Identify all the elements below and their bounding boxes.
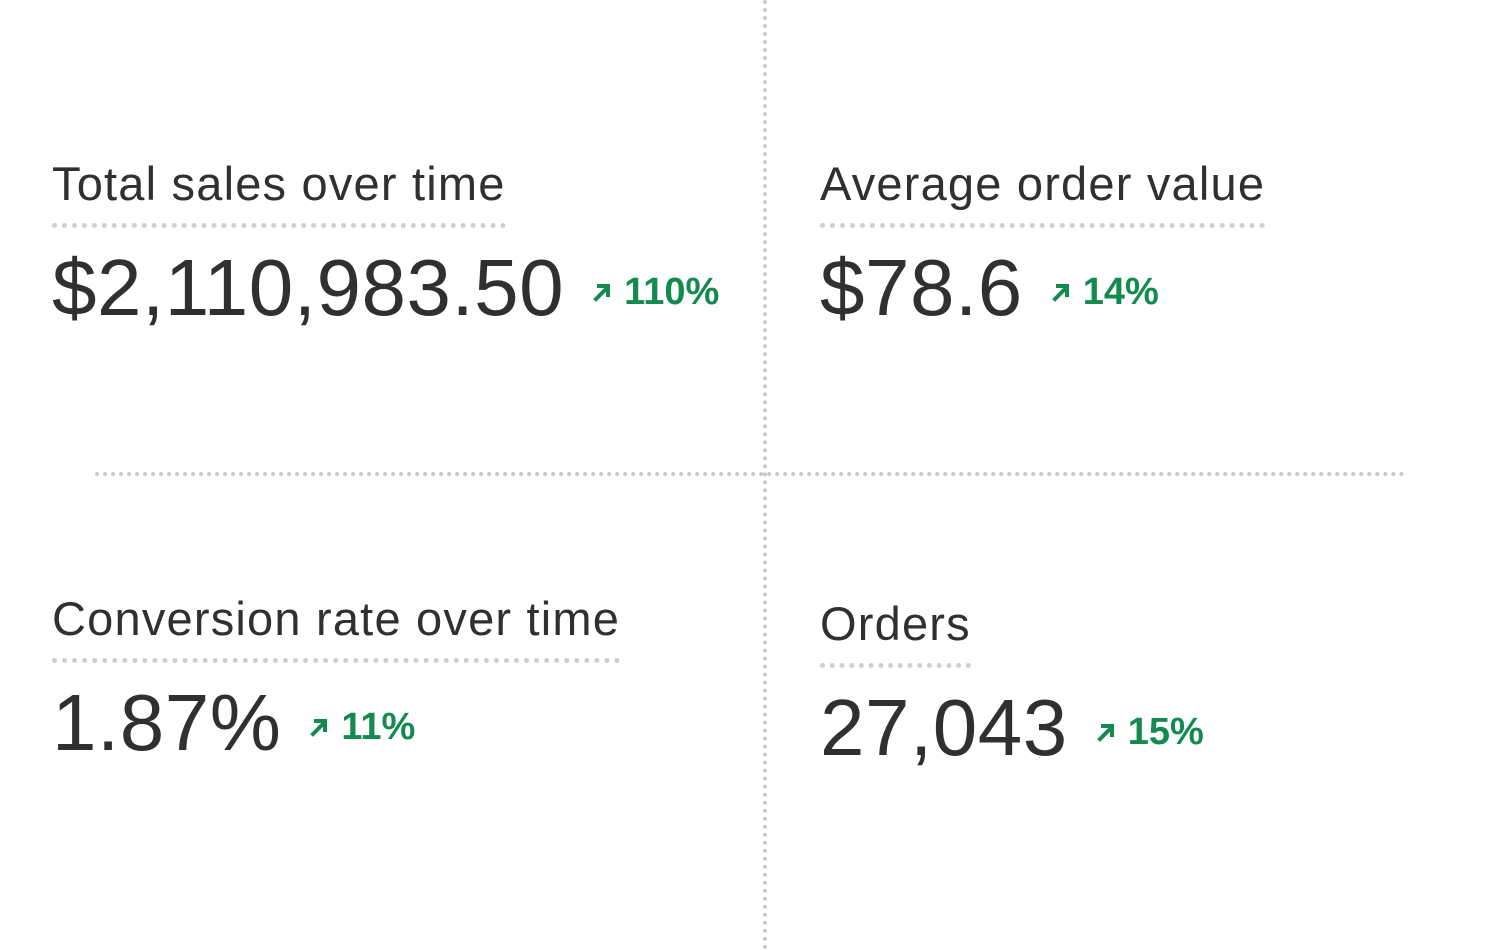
metric-card[interactable]: Total sales over time $2,110,983.50 110% <box>52 155 719 336</box>
metric-row: 1.87% 11% <box>52 675 620 771</box>
metric-value: $78.6 <box>820 243 1023 332</box>
metric-title: Total sales over time <box>52 155 506 228</box>
metric-change: 11% <box>309 706 415 749</box>
metric-value: 1.87% <box>52 678 282 767</box>
metric-card[interactable]: Orders 27,043 15% <box>820 595 1204 776</box>
arrow-up-icon <box>310 719 328 737</box>
metric-value: 27,043 <box>820 683 1068 772</box>
metric-card[interactable]: Conversion rate over time 1.87% 11% <box>52 590 621 771</box>
metric-row: $78.6 14% <box>820 240 1265 336</box>
metric-title: Orders <box>820 595 971 668</box>
metric-change: 110% <box>592 271 719 314</box>
arrow-up-icon <box>1051 284 1069 302</box>
metric-title: Conversion rate over time <box>52 590 621 663</box>
metric-change: 15% <box>1096 711 1204 754</box>
metric-card[interactable]: Average order value $78.6 14% <box>820 155 1266 336</box>
metric-row: $2,110,983.50 110% <box>52 240 719 336</box>
metric-change-text: 15% <box>1127 710 1204 753</box>
arrow-up-icon <box>593 284 611 302</box>
metric-value: $2,110,983.50 <box>52 243 565 332</box>
metric-change-text: 11% <box>341 705 416 748</box>
metric-change: 14% <box>1051 271 1159 314</box>
divider-horizontal <box>95 472 1405 476</box>
metric-row: 27,043 15% <box>820 680 1204 776</box>
metric-change-text: 14% <box>1082 270 1159 313</box>
metric-title: Average order value <box>820 155 1266 228</box>
metric-change-text: 110% <box>624 270 720 313</box>
arrow-up-icon <box>1096 724 1114 742</box>
